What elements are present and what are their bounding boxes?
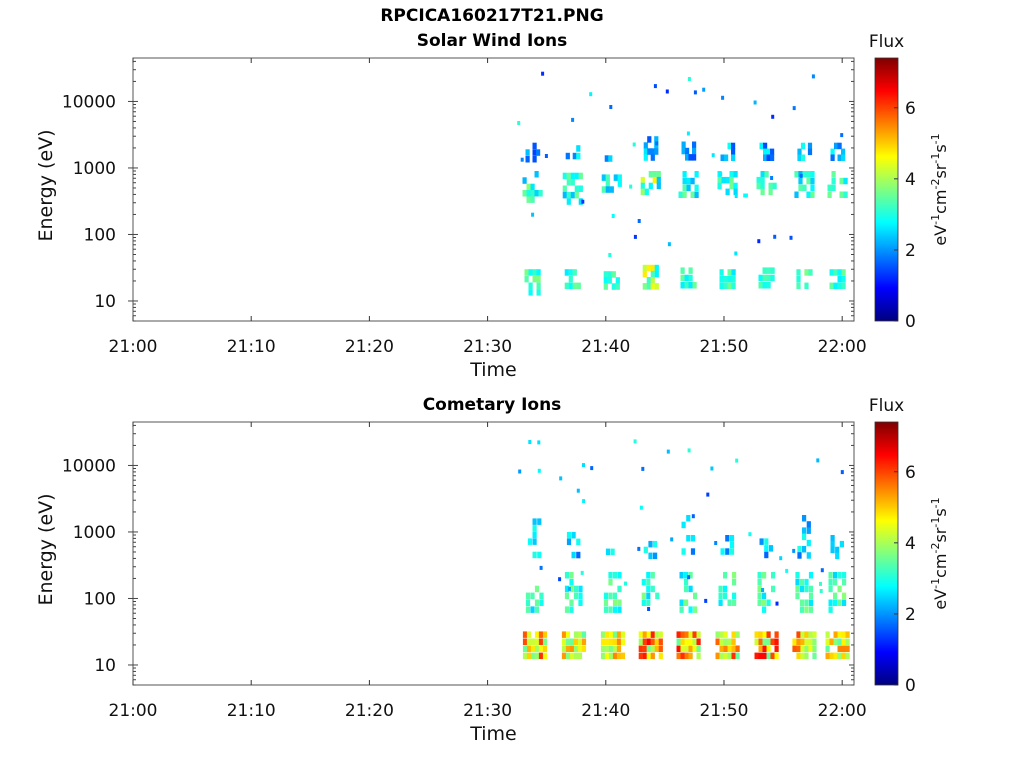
burst-solar-wind-6	[756, 142, 777, 289]
burst-solar-wind-0	[522, 142, 543, 296]
heatmap-cells-cometary	[518, 439, 850, 660]
x-tick-label-solar-wind-2: 21:20	[345, 337, 394, 357]
y-tick-label-solar-wind-2: 1000	[73, 159, 116, 179]
x-tick-label-cometary-0: 21:00	[109, 701, 158, 721]
heatmap-cells-solar-wind	[517, 71, 848, 296]
burst-solar-wind-8	[827, 142, 848, 290]
x-tick-label-cometary-4: 21:40	[581, 701, 630, 721]
y-axis-label-cometary: Energy (eV)	[35, 493, 57, 605]
colorbar-tick-label-solar-wind-2: 4	[905, 170, 916, 190]
burst-cometary-5	[715, 535, 740, 660]
burst-cometary-1	[561, 532, 587, 660]
colorbar-solar-wind: 0 2 4 6 Flux eV-1cm-2sr-1s-1	[869, 32, 950, 332]
panel-title-solar-wind: Solar Wind Ions	[416, 31, 568, 51]
colorbar-tick-label-solar-wind-3: 6	[905, 99, 916, 119]
x-tick-label-solar-wind-3: 21:30	[463, 337, 512, 357]
x-tick-label-solar-wind-5: 21:50	[699, 337, 748, 357]
x-tick-label-solar-wind-4: 21:40	[581, 337, 630, 357]
burst-solar-wind-7	[794, 142, 815, 290]
burst-solar-wind-3	[640, 136, 661, 290]
burst-solar-wind-1	[562, 145, 583, 290]
burst-cometary-3	[638, 540, 663, 660]
y-ticks-solar-wind: 10 100 1000 10000	[62, 60, 854, 322]
x-axis-label-cometary: Time	[469, 723, 517, 745]
colorbar-gradient-solar-wind	[874, 57, 899, 322]
x-tick-label-cometary-5: 21:50	[699, 701, 748, 721]
y-ticks-cometary: 10 100 1000 10000	[62, 424, 854, 686]
colorbar-gradient-cometary	[874, 421, 899, 686]
colorbar-title-solar-wind: Flux	[869, 32, 904, 52]
y-tick-label-cometary-1: 100	[84, 589, 116, 609]
x-tick-label-solar-wind-6: 22:00	[818, 337, 867, 357]
panel-cometary: 21:00 21:10 21:20 21:30 21:40 21:50 22:00 Time 1…	[35, 396, 950, 745]
colorbar-tick-label-solar-wind-0: 0	[905, 312, 916, 332]
y-tick-label-cometary-3: 10000	[62, 456, 116, 476]
burst-solar-wind-2	[601, 155, 622, 290]
y-tick-label-cometary-0: 10	[94, 656, 116, 676]
panel-solar-wind: 21:00 21:10 21:20 21:30 21:40 21:50 22:00 Time 1…	[35, 32, 950, 381]
x-tick-label-cometary-1: 21:10	[227, 701, 276, 721]
x-tick-label-cometary-6: 22:00	[818, 701, 867, 721]
x-tick-label-cometary-2: 21:20	[345, 701, 394, 721]
colorbar-tick-label-cometary-2: 4	[905, 534, 916, 554]
colorbar-cometary: 0 2 4 6 Flux eV-1cm-2sr-1s-1	[869, 396, 950, 696]
burst-solar-wind-5	[717, 142, 738, 290]
y-tick-label-solar-wind-1: 100	[84, 225, 116, 245]
colorbar-units-cometary: eV-1cm-2sr-1s-1	[929, 497, 950, 609]
axes-frame-cometary	[132, 421, 855, 686]
x-ticks-cometary: 21:00 21:10 21:20 21:30 21:40 21:50 22:00	[109, 422, 867, 721]
burst-cometary-0	[522, 518, 548, 660]
burst-cometary-2	[600, 548, 626, 660]
y-axis-label-solar-wind: Energy (eV)	[35, 129, 57, 241]
colorbar-tick-label-cometary-1: 2	[905, 605, 916, 625]
x-tick-label-cometary-3: 21:30	[463, 701, 512, 721]
axes-frame-solar-wind	[132, 57, 855, 322]
y-tick-label-solar-wind-3: 10000	[62, 92, 116, 112]
burst-solar-wind-4	[678, 141, 699, 289]
burst-cometary-7	[792, 515, 817, 660]
panel-title-cometary: Cometary Ions	[422, 395, 562, 415]
burst-cometary-8	[825, 535, 850, 660]
x-ticks-solar-wind: 21:00 21:10 21:20 21:30 21:40 21:50 22:00	[109, 58, 867, 357]
y-tick-label-cometary-2: 1000	[73, 523, 116, 543]
colorbar-tick-label-cometary-3: 6	[905, 463, 916, 483]
page-title: RPCICA160217T21.PNG	[380, 6, 604, 26]
x-axis-label-solar-wind: Time	[469, 359, 517, 381]
colorbar-units-solar-wind: eV-1cm-2sr-1s-1	[929, 133, 950, 245]
burst-cometary-6	[754, 538, 779, 660]
colorbar-title-cometary: Flux	[869, 396, 904, 416]
colorbar-tick-label-solar-wind-1: 2	[905, 241, 916, 261]
y-tick-label-solar-wind-0: 10	[94, 292, 116, 312]
burst-cometary-4	[676, 515, 701, 660]
colorbar-tick-label-cometary-0: 0	[905, 676, 916, 696]
x-tick-label-solar-wind-0: 21:00	[109, 337, 158, 357]
x-tick-label-solar-wind-1: 21:10	[227, 337, 276, 357]
